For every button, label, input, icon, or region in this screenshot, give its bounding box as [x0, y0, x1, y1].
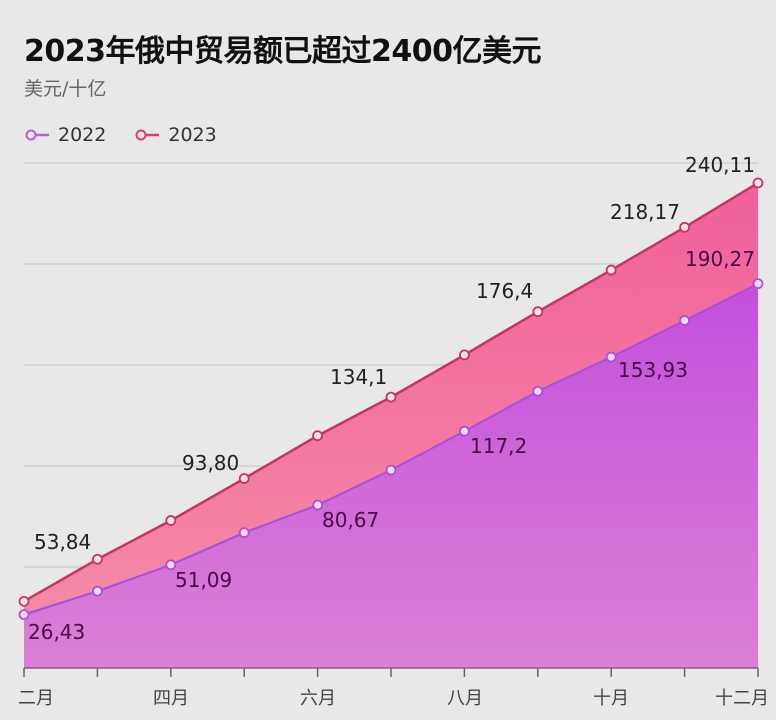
data-point-2022[interactable]: [679, 315, 690, 326]
data-label-22: 117,2: [470, 434, 528, 458]
legend-item-2023[interactable]: 2023: [134, 124, 217, 146]
data-point-2022[interactable]: [458, 425, 470, 437]
data-point-2022[interactable]: [92, 585, 103, 597]
legend-item-2022[interactable]: 2022: [24, 124, 106, 146]
data-point-2023[interactable]: [238, 473, 250, 484]
legend: 2022 2023: [24, 124, 217, 146]
data-point-2022[interactable]: [532, 385, 544, 397]
data-label-23: 134,1: [330, 365, 388, 389]
data-point-2023[interactable]: [752, 177, 764, 189]
data-label-22: 26,43: [28, 620, 86, 644]
data-point-2023[interactable]: [92, 553, 103, 565]
data-point-2023[interactable]: [605, 264, 617, 276]
data-point-2022[interactable]: [385, 464, 397, 476]
x-axis-label: 八月: [447, 688, 483, 709]
data-label-22: 190,27: [685, 247, 755, 271]
legend-label-2023: 2023: [168, 124, 217, 146]
legend-marker-2023-icon: [135, 129, 160, 141]
area-2022: [24, 283, 758, 668]
x-axis: [23, 667, 759, 677]
data-point-2023[interactable]: [312, 430, 324, 442]
data-label-23: 53,84: [34, 530, 92, 554]
legend-marker-2022-icon: [25, 129, 49, 141]
data-label-23: 93,80: [182, 451, 240, 475]
data-point-2023[interactable]: [532, 306, 544, 318]
data-point-2023[interactable]: [385, 391, 397, 403]
data-point-2022[interactable]: [18, 609, 30, 621]
x-axis-label: 六月: [300, 688, 336, 709]
data-label-22: 80,67: [322, 508, 380, 532]
unit-label: 美元/十亿: [24, 78, 107, 100]
data-point-2022[interactable]: [165, 559, 177, 571]
data-label-23: 176,4: [476, 279, 534, 303]
data-label-23: 240,11: [685, 153, 755, 177]
x-axis-label: 四月: [153, 688, 189, 709]
data-point-2023[interactable]: [18, 595, 30, 607]
data-label-23: 218,17: [610, 200, 680, 224]
legend-label-2022: 2022: [58, 124, 107, 146]
data-point-2023[interactable]: [165, 515, 177, 526]
data-point-2023[interactable]: [679, 221, 690, 233]
data-point-2022[interactable]: [605, 351, 617, 363]
data-point-2023[interactable]: [458, 349, 470, 361]
data-label-22: 51,09: [175, 568, 233, 592]
data-label-22: 153,93: [618, 358, 688, 382]
x-axis-label: 十二月: [715, 688, 769, 709]
x-axis-label: 二月: [18, 688, 54, 709]
data-point-2022[interactable]: [752, 278, 764, 290]
x-axis-label: 十月: [593, 688, 629, 709]
data-point-2022[interactable]: [312, 499, 324, 511]
chart-title: 2023年俄中贸易额已超过2400亿美元: [24, 34, 542, 69]
data-points: [18, 177, 764, 621]
data-point-2022[interactable]: [238, 527, 250, 539]
